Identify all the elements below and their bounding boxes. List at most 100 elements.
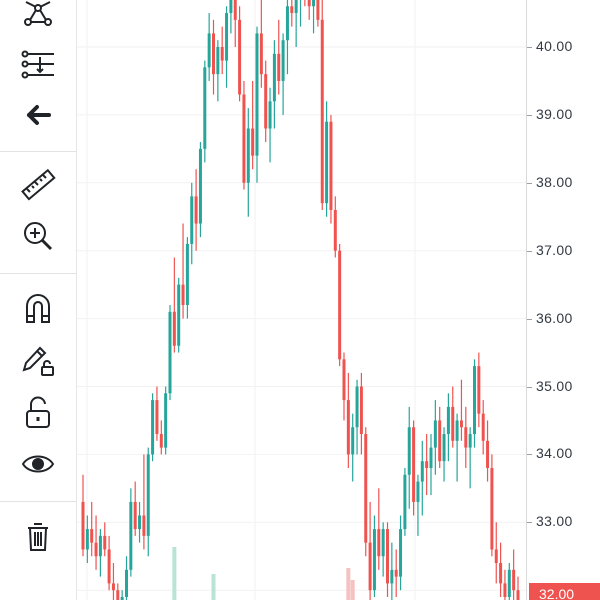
candle-body: [168, 311, 172, 394]
price-axis[interactable]: 40.00 39.00 38.00 37.00 36.00 35.00 34.00 33.00…: [527, 0, 600, 600]
drawing-toolbar: [0, 0, 77, 600]
candle-body: [394, 569, 398, 577]
candle-body: [159, 434, 163, 448]
back-arrow-icon: [27, 105, 51, 125]
tool-lock-drawings[interactable]: [14, 338, 62, 382]
toolbar-separator: [0, 273, 76, 274]
candle-body: [468, 434, 472, 448]
candle-body: [420, 461, 424, 482]
toolbar-separator: [0, 501, 76, 502]
price-tick-mark: [527, 522, 532, 524]
candle-body: [359, 386, 363, 435]
unlock-icon: [26, 396, 50, 428]
candle-body: [438, 420, 442, 462]
candle-body: [381, 529, 385, 557]
candle-body: [164, 393, 168, 448]
candle-body: [459, 420, 463, 428]
candle-body: [307, 0, 311, 7]
trash-icon: [28, 523, 48, 551]
price-tick-mark: [527, 47, 532, 48]
candle-body: [107, 549, 111, 584]
tool-delete[interactable]: [14, 514, 62, 558]
measure-lines-icon: [21, 50, 54, 79]
price-axis-border: [526, 0, 527, 600]
candle-body: [473, 366, 476, 435]
price-tick-mark: [527, 318, 532, 320]
candle-body: [216, 47, 220, 75]
candle-body: [320, 19, 324, 204]
candle-body: [503, 583, 507, 597]
candle-body: [429, 447, 433, 468]
candle-body: [94, 542, 98, 557]
candle-body: [412, 427, 416, 502]
candle-body: [198, 148, 202, 224]
tool-back[interactable]: [14, 93, 62, 137]
chart-area[interactable]: [77, 0, 527, 600]
candle-body: [220, 47, 224, 61]
candlestick-chart[interactable]: [77, 0, 527, 600]
candle-body: [446, 406, 450, 435]
candle-body: [455, 420, 459, 441]
candle-body: [120, 596, 124, 600]
candle-body: [486, 440, 490, 468]
price-tick-label: 37.00: [536, 241, 573, 258]
candle-body: [333, 209, 337, 251]
candle-body: [233, 0, 237, 20]
candle-body: [433, 420, 437, 448]
candle-body: [172, 311, 176, 346]
tool-lock[interactable]: [14, 390, 62, 434]
candle-body: [390, 569, 394, 584]
price-tick-mark: [527, 114, 532, 116]
magnet-icon: [26, 294, 50, 323]
candle-body: [442, 434, 446, 462]
tool-magnet[interactable]: [14, 286, 62, 330]
candle-body: [116, 590, 120, 600]
pattern-tool-icon: [24, 1, 52, 26]
candle-body: [407, 427, 411, 475]
toolbar-separator: [0, 151, 76, 152]
candle-body: [203, 67, 207, 149]
tool-pattern[interactable]: [14, 0, 62, 34]
price-tick-label: 34.00: [536, 445, 573, 462]
candle-body: [338, 250, 342, 360]
candle-body: [103, 535, 107, 550]
candle-body: [290, 6, 294, 14]
candle-body: [377, 529, 381, 557]
candle-body: [268, 101, 272, 129]
candle-body: [242, 94, 246, 183]
candle-body: [342, 359, 346, 401]
ruler-icon: [21, 168, 56, 201]
tool-zoom[interactable]: [14, 214, 62, 258]
tool-ruler[interactable]: [14, 163, 62, 207]
candle-body: [355, 386, 359, 428]
candle-body: [416, 481, 420, 502]
eye-icon: [21, 455, 55, 473]
candle-body: [351, 427, 355, 455]
candle-body: [272, 53, 276, 102]
price-tick-mark: [527, 454, 532, 456]
candle-body: [329, 121, 333, 210]
candle-body: [246, 128, 250, 183]
candle-body: [403, 474, 407, 530]
candle-body: [364, 434, 368, 543]
candle-body: [138, 515, 142, 530]
candle-body: [490, 467, 494, 550]
candle-body: [129, 501, 133, 570]
candle-body: [207, 33, 211, 68]
tool-visibility[interactable]: [14, 442, 62, 486]
candle-body: [494, 549, 498, 564]
candle-body: [251, 128, 255, 156]
candle-body: [85, 529, 89, 550]
candle-body: [477, 366, 481, 414]
price-tick-label: 33.00: [536, 513, 573, 530]
candle-body: [481, 413, 485, 441]
candle-body: [238, 19, 242, 95]
last-price-label: 32.00: [529, 583, 600, 600]
candle-body: [368, 542, 372, 591]
candle-body: [281, 40, 285, 81]
tool-measure-lines[interactable]: [14, 42, 62, 86]
candle-body: [155, 400, 159, 435]
candle-body: [507, 569, 511, 597]
candle-body: [294, 0, 298, 14]
candle-body: [425, 461, 429, 468]
